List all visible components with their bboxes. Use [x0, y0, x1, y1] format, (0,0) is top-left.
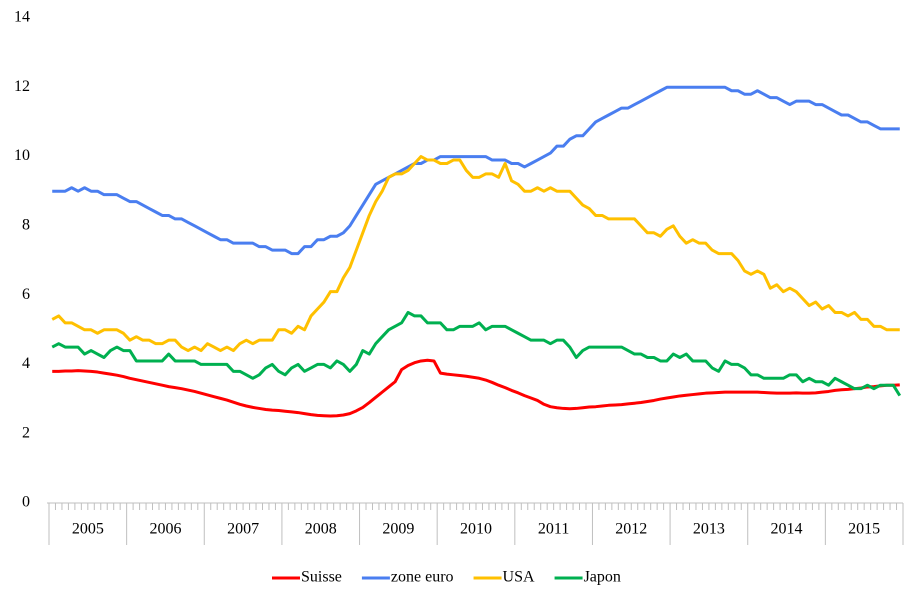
- y-tick-label: 6: [22, 286, 30, 303]
- y-tick-label: 12: [14, 78, 30, 95]
- y-tick-label: 4: [22, 355, 30, 372]
- x-tick-label: 2009: [382, 521, 414, 538]
- y-tick-label: 8: [22, 217, 30, 234]
- y-tick-label: 0: [22, 494, 30, 511]
- x-tick-label: 2014: [771, 521, 803, 538]
- series-line: [52, 358, 900, 418]
- legend-label: Suisse: [301, 569, 342, 586]
- series-line: [51, 310, 902, 397]
- x-tick-label: 2013: [693, 521, 725, 538]
- x-tick-label: 2006: [149, 521, 181, 538]
- legend-label: USA: [503, 569, 535, 586]
- x-tick-label: 2011: [538, 521, 569, 538]
- series-line: [52, 85, 900, 256]
- x-tick-label: 2008: [305, 521, 337, 538]
- x-tick-label: 2012: [615, 521, 647, 538]
- y-tick-label: 2: [22, 424, 30, 441]
- x-tick-label: 2007: [227, 521, 259, 538]
- y-tick-label: 14: [14, 9, 30, 26]
- legend-label: zone euro: [391, 569, 454, 586]
- series-line: [51, 155, 900, 353]
- x-tick-label: 2005: [72, 521, 104, 538]
- y-tick-label: 10: [14, 147, 30, 164]
- x-tick-label: 2015: [848, 521, 880, 538]
- x-tick-label: 2010: [460, 521, 492, 538]
- legend-label: Japon: [584, 569, 621, 586]
